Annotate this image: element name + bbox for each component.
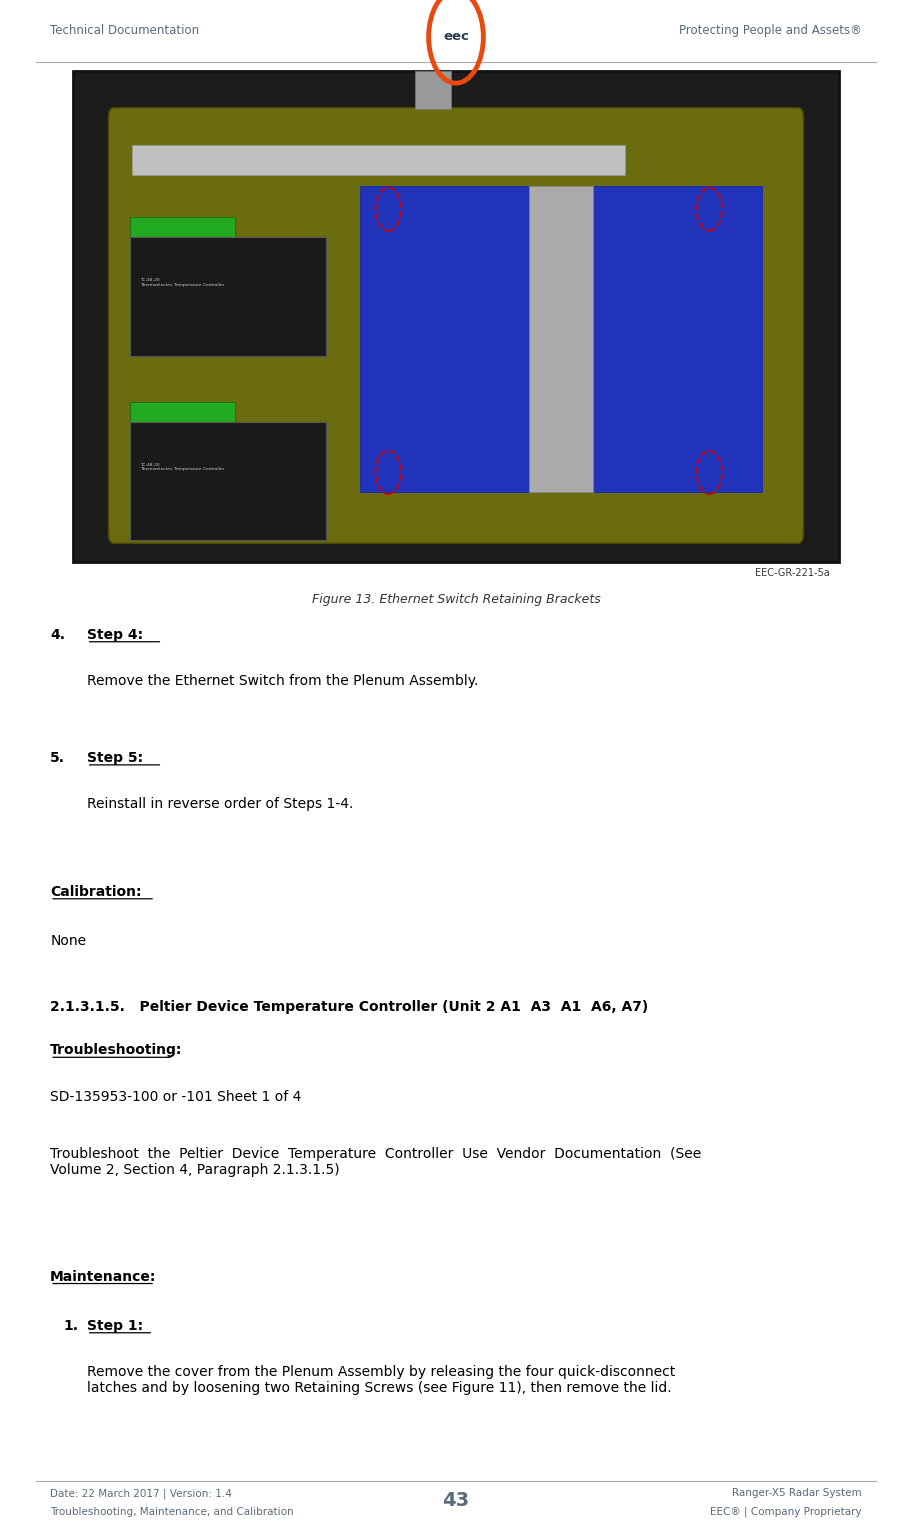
Text: 2.1.3.1.5.   Peltier Device Temperature Controller (Unit 2 A1  A3  A1  A6, A7): 2.1.3.1.5. Peltier Device Temperature Co… <box>50 1000 648 1014</box>
Text: eec: eec <box>443 31 468 43</box>
Text: 43: 43 <box>442 1491 469 1510</box>
FancyBboxPatch shape <box>592 186 761 492</box>
Text: Step 1:: Step 1: <box>87 1319 143 1333</box>
FancyBboxPatch shape <box>130 402 235 422</box>
FancyBboxPatch shape <box>108 108 803 543</box>
FancyBboxPatch shape <box>528 186 592 492</box>
FancyBboxPatch shape <box>130 217 235 237</box>
Text: Troubleshooting, Maintenance, and Calibration: Troubleshooting, Maintenance, and Calibr… <box>50 1507 293 1516</box>
Text: EEC® | Company Proprietary: EEC® | Company Proprietary <box>710 1507 861 1517</box>
Text: Ranger-X5 Radar System: Ranger-X5 Radar System <box>732 1488 861 1497</box>
Text: None: None <box>50 934 87 948</box>
FancyBboxPatch shape <box>130 237 326 356</box>
FancyBboxPatch shape <box>360 186 528 492</box>
Text: Remove the cover from the Plenum Assembly by releasing the four quick-disconnect: Remove the cover from the Plenum Assembl… <box>87 1365 674 1396</box>
FancyBboxPatch shape <box>415 71 451 109</box>
FancyBboxPatch shape <box>130 422 326 540</box>
Text: Step 4:: Step 4: <box>87 628 143 642</box>
Text: EEC-GR-221-5a: EEC-GR-221-5a <box>754 568 829 577</box>
Text: TC-48-20
Thermoelectric Temperature Controller: TC-48-20 Thermoelectric Temperature Cont… <box>139 463 224 471</box>
Text: 1.: 1. <box>64 1319 78 1333</box>
FancyBboxPatch shape <box>73 71 838 562</box>
FancyBboxPatch shape <box>132 145 624 175</box>
Text: Reinstall in reverse order of Steps 1-4.: Reinstall in reverse order of Steps 1-4. <box>87 797 353 811</box>
Text: Date: 22 March 2017 | Version: 1.4: Date: 22 March 2017 | Version: 1.4 <box>50 1488 231 1499</box>
Text: Step 5:: Step 5: <box>87 751 143 765</box>
Text: Maintenance:: Maintenance: <box>50 1270 157 1284</box>
Text: Calibration:: Calibration: <box>50 885 141 899</box>
Text: Figure 13. Ethernet Switch Retaining Brackets: Figure 13. Ethernet Switch Retaining Bra… <box>312 593 599 605</box>
Text: 4.: 4. <box>50 628 65 642</box>
Text: SD-135953-100 or -101 Sheet 1 of 4: SD-135953-100 or -101 Sheet 1 of 4 <box>50 1090 302 1103</box>
Text: Protecting People and Assets®: Protecting People and Assets® <box>678 25 861 37</box>
Text: Troubleshoot  the  Peltier  Device  Temperature  Controller  Use  Vendor  Docume: Troubleshoot the Peltier Device Temperat… <box>50 1147 701 1177</box>
Text: Troubleshooting:: Troubleshooting: <box>50 1043 182 1057</box>
Text: 5.: 5. <box>50 751 65 765</box>
Text: Technical Documentation: Technical Documentation <box>50 25 200 37</box>
Text: TC-48-20
Thermoelectric Temperature Controller: TC-48-20 Thermoelectric Temperature Cont… <box>139 279 224 286</box>
Text: Remove the Ethernet Switch from the Plenum Assembly.: Remove the Ethernet Switch from the Plen… <box>87 674 477 688</box>
